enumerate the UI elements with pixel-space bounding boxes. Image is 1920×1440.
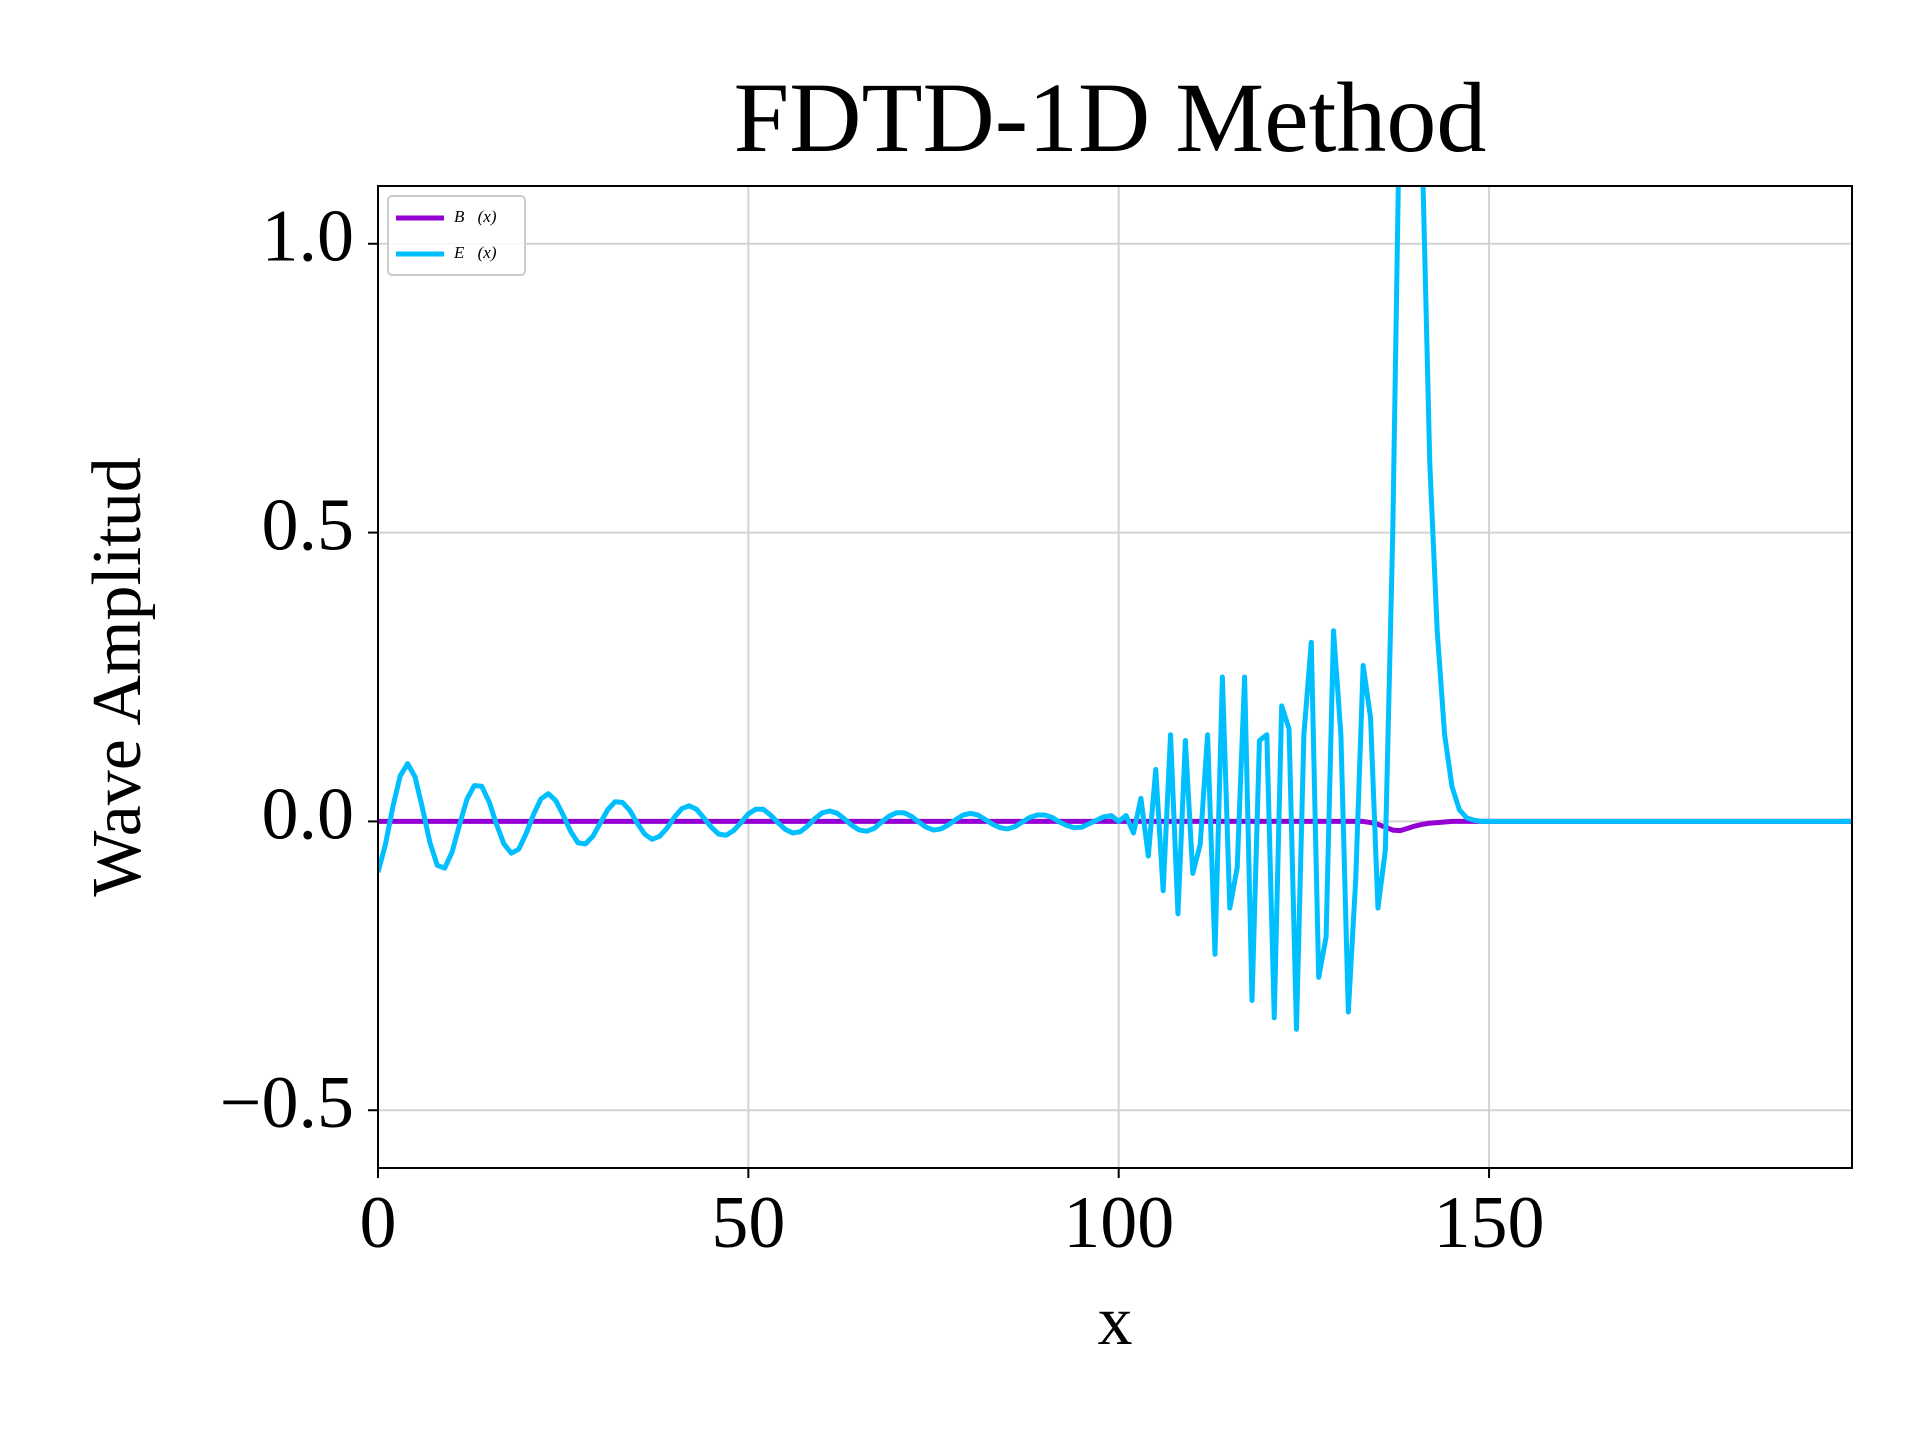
x-tick-label: 100 xyxy=(1063,1182,1174,1264)
legend-label: B⃗(x) xyxy=(454,207,497,226)
y-tick-label: −0.5 xyxy=(220,1062,354,1144)
legend: B⃗(x) E⃗(x) xyxy=(387,195,526,276)
x-tick-label: 0 xyxy=(360,1182,397,1264)
x-tick-label: 50 xyxy=(711,1182,785,1264)
y-axis-label: Wave Amplitud xyxy=(79,457,156,897)
x-axis-label: x xyxy=(1098,1283,1133,1360)
plot-area xyxy=(378,186,1852,1032)
x-tick-label: 150 xyxy=(1434,1182,1545,1264)
series-line xyxy=(378,186,1852,1032)
y-tick-label: 0.5 xyxy=(262,485,355,567)
legend-label: E⃗(x) xyxy=(453,243,497,262)
axes-frame xyxy=(377,185,1853,1169)
chart-title: FDTD-1D Method xyxy=(734,62,1487,173)
y-tick-label: 1.0 xyxy=(262,196,355,278)
y-tick-label: 0.0 xyxy=(262,773,355,855)
